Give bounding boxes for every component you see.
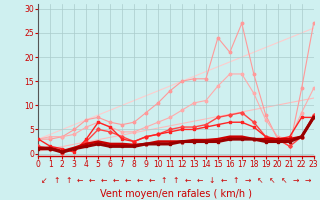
Text: ←: ← [149,176,155,185]
Text: ↑: ↑ [65,176,71,185]
Text: ↑: ↑ [173,176,179,185]
Text: ←: ← [113,176,119,185]
Text: ↓: ↓ [209,176,215,185]
Text: ↖: ↖ [257,176,263,185]
Text: ←: ← [89,176,95,185]
Text: ↙: ↙ [41,176,48,185]
Text: ←: ← [77,176,84,185]
X-axis label: Vent moyen/en rafales ( km/h ): Vent moyen/en rafales ( km/h ) [100,189,252,199]
Text: ←: ← [125,176,131,185]
Text: ←: ← [197,176,203,185]
Text: ↖: ↖ [281,176,287,185]
Text: →: → [292,176,299,185]
Text: ←: ← [101,176,108,185]
Text: ↑: ↑ [53,176,60,185]
Text: ↖: ↖ [268,176,275,185]
Text: ←: ← [221,176,227,185]
Text: →: → [304,176,311,185]
Text: ←: ← [137,176,143,185]
Text: ↑: ↑ [161,176,167,185]
Text: →: → [244,176,251,185]
Text: ↑: ↑ [233,176,239,185]
Text: ←: ← [185,176,191,185]
